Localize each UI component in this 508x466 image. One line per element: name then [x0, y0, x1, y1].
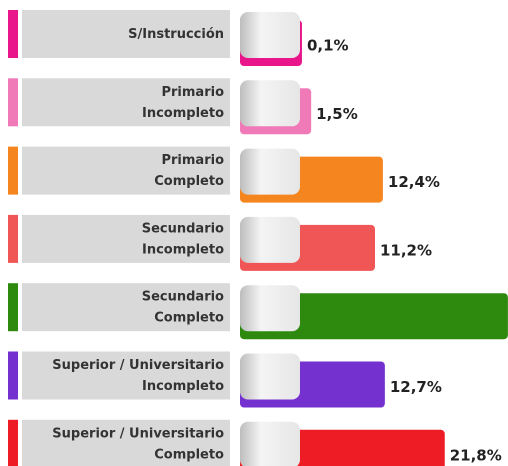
value-label: 1,5%: [316, 105, 358, 123]
color-strip: [8, 78, 18, 127]
color-strip: [8, 419, 18, 466]
bar-curl: [240, 80, 300, 127]
category-line: S/Instrucción: [128, 27, 224, 42]
value-label: 12,7%: [390, 378, 442, 396]
value-label: 12,4%: [388, 173, 440, 191]
label-box: [22, 10, 230, 58]
value-label: 0,1%: [307, 37, 349, 55]
category-line: Secundario: [142, 289, 224, 304]
label-box: [22, 146, 230, 195]
label-box: [22, 283, 230, 332]
bar-curl: [240, 216, 300, 263]
color-strip: [8, 283, 18, 332]
category-label: Secundario Completo: [142, 289, 224, 325]
category-line: Primario: [161, 153, 224, 168]
label-box: [22, 214, 230, 263]
color-strip: [8, 351, 18, 400]
bar-curl: [240, 353, 300, 400]
bar-curl: [240, 285, 300, 332]
category-line: Superior / Universitario: [52, 358, 224, 373]
value-label: 11,2%: [380, 241, 432, 259]
category-label: Primario Incompleto: [142, 84, 224, 120]
category-line: Incompleto: [142, 105, 224, 120]
category-line: Secundario: [142, 221, 224, 236]
label-box: [22, 419, 230, 466]
label-box: [22, 351, 230, 400]
category-line: Incompleto: [142, 379, 224, 394]
category-line: Completo: [154, 310, 224, 325]
category-label: Secundario Incompleto: [142, 221, 224, 257]
color-strip: [8, 214, 18, 263]
bar-curl: [240, 12, 300, 58]
label-box: [22, 78, 230, 127]
category-label: Primario Completo: [154, 153, 224, 189]
color-strip: [8, 10, 18, 58]
category-line: Superior / Universitario: [52, 426, 224, 441]
category-label: Superior / Universitario Incompleto: [52, 358, 224, 394]
category-line: Completo: [154, 174, 224, 189]
value-label: 21,8%: [450, 446, 502, 464]
bar-curl: [240, 421, 300, 466]
color-strip: [8, 146, 18, 195]
bar-curl: [240, 148, 300, 195]
category-label: Superior / Universitario Completo: [52, 426, 224, 462]
bar: [240, 293, 508, 340]
category-label: S/Instrucción: [128, 27, 224, 42]
category-line: Primario: [161, 84, 224, 99]
category-line: Incompleto: [142, 242, 224, 257]
category-line: Completo: [154, 447, 224, 462]
